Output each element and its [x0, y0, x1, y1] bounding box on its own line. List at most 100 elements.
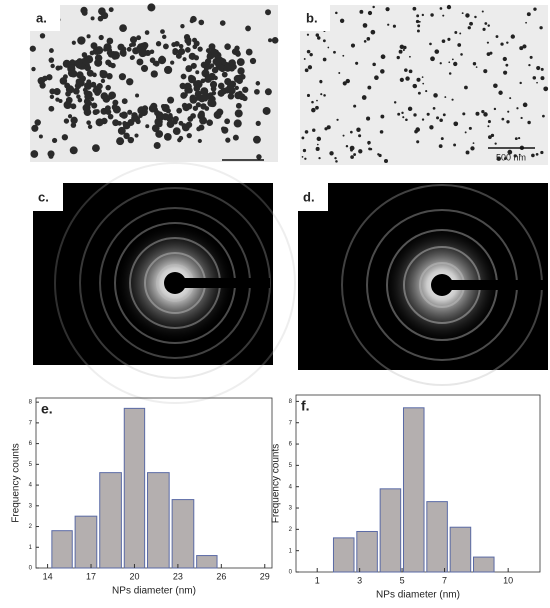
particle — [405, 76, 410, 81]
particle — [319, 80, 323, 84]
particle — [312, 128, 316, 132]
particle — [472, 142, 475, 145]
particle — [353, 104, 357, 108]
particle — [494, 142, 497, 145]
particle — [81, 52, 88, 58]
particle — [505, 63, 509, 67]
particle — [451, 58, 454, 61]
particle — [176, 107, 183, 114]
particle — [86, 79, 92, 85]
particle — [439, 62, 442, 65]
particle — [252, 135, 261, 144]
particle — [123, 132, 130, 140]
particle — [407, 106, 413, 112]
particle — [342, 134, 345, 137]
particle — [128, 43, 134, 48]
particle — [138, 113, 143, 119]
particle — [454, 31, 458, 34]
particle — [97, 15, 104, 22]
particle — [334, 157, 337, 160]
particle — [316, 143, 319, 146]
particle — [421, 118, 425, 121]
particle — [192, 105, 199, 111]
particle — [333, 50, 336, 54]
particle — [233, 119, 242, 128]
particle — [413, 113, 417, 117]
particle — [417, 24, 421, 28]
particle — [76, 94, 81, 99]
x-axis-label: NPs diameter (nm) — [112, 586, 196, 597]
particle — [84, 55, 94, 64]
particle — [136, 58, 144, 66]
particle — [112, 119, 120, 127]
particle — [77, 97, 83, 103]
particle — [318, 156, 321, 160]
particle — [144, 30, 150, 35]
particle — [77, 36, 86, 45]
particle — [46, 74, 53, 81]
particle — [177, 137, 182, 143]
particle — [183, 34, 191, 41]
particle — [182, 57, 187, 62]
particle — [255, 81, 261, 86]
particle — [412, 84, 417, 88]
particle — [90, 97, 95, 102]
particle — [429, 42, 432, 46]
particle — [311, 107, 316, 113]
particle — [63, 118, 70, 124]
x-tick-label: 3 — [357, 575, 362, 585]
y-tick-label: 4 — [29, 483, 33, 489]
y-tick-label: 8 — [29, 400, 33, 406]
particle — [193, 85, 201, 92]
particle — [487, 24, 490, 27]
particle — [342, 81, 347, 86]
particle — [227, 86, 236, 95]
particle — [540, 150, 544, 155]
particle — [203, 60, 211, 68]
particle — [496, 156, 502, 161]
particle — [367, 10, 373, 16]
particle — [498, 90, 503, 95]
particle — [306, 33, 310, 36]
particle — [379, 130, 384, 134]
particle — [198, 19, 205, 26]
particle — [416, 140, 420, 144]
particle — [76, 58, 83, 65]
particle — [198, 124, 205, 131]
particle — [459, 32, 462, 35]
y-tick-label: 5 — [289, 463, 293, 469]
label-box — [30, 5, 60, 31]
particle — [242, 86, 249, 93]
particle — [301, 156, 304, 158]
particle — [221, 71, 228, 78]
particle — [256, 154, 262, 160]
particle — [446, 4, 452, 10]
particle — [309, 52, 313, 57]
x-tick-label: 5 — [400, 575, 405, 585]
particle — [120, 111, 128, 119]
particle — [525, 21, 527, 24]
particle — [140, 64, 149, 72]
particle — [201, 69, 210, 78]
particle — [139, 42, 148, 51]
bar — [74, 515, 98, 569]
particle — [457, 43, 462, 47]
particle — [151, 124, 160, 133]
particle — [213, 75, 218, 81]
particle — [472, 62, 477, 66]
x-axis-label: NPs diameter (nm) — [376, 590, 460, 601]
particle — [316, 99, 318, 102]
particle — [482, 27, 486, 31]
particle — [507, 110, 510, 113]
particle — [324, 127, 328, 131]
particle — [61, 134, 69, 141]
particle — [345, 144, 349, 148]
particle — [37, 77, 46, 85]
particle — [84, 64, 92, 72]
particle — [209, 80, 218, 89]
particle — [304, 68, 309, 73]
particle — [335, 160, 338, 163]
particle — [80, 6, 88, 14]
particle — [99, 70, 108, 79]
particle — [84, 90, 93, 99]
